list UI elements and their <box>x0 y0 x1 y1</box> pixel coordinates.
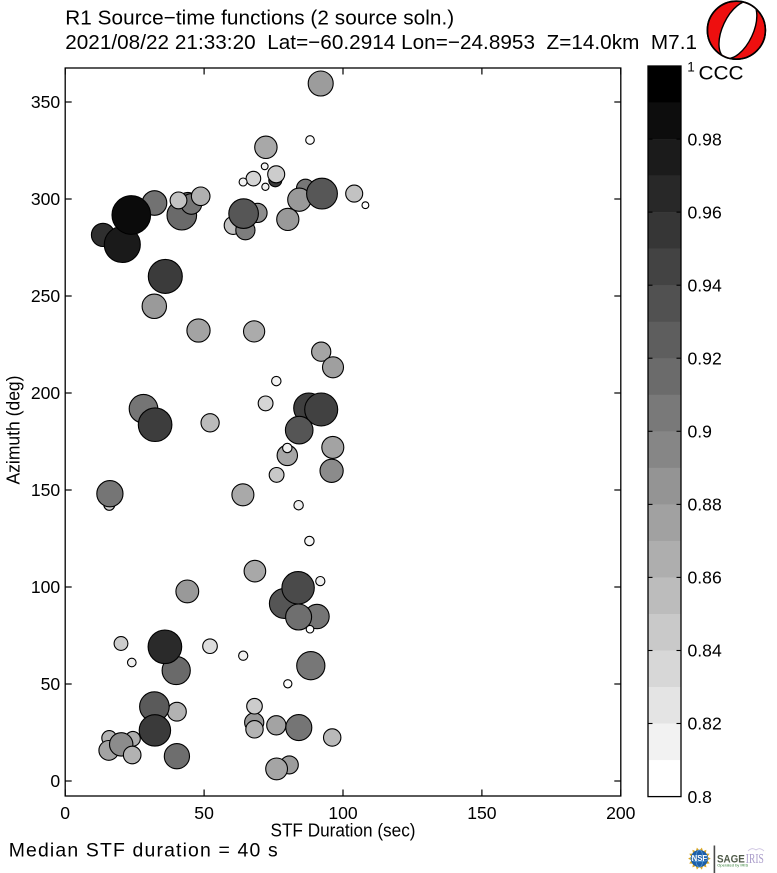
svg-text:0: 0 <box>50 771 60 791</box>
svg-text:200: 200 <box>606 803 636 823</box>
svg-text:100: 100 <box>31 577 61 597</box>
svg-text:350: 350 <box>31 92 61 112</box>
svg-text:150: 150 <box>467 803 497 823</box>
svg-text:IRIS: IRIS <box>746 851 764 866</box>
svg-text:0: 0 <box>60 803 70 823</box>
svg-text:50: 50 <box>194 803 214 823</box>
svg-text:300: 300 <box>31 189 61 209</box>
svg-text:0.8: 0.8 <box>688 787 713 807</box>
svg-text:CCC: CCC <box>699 64 744 85</box>
svg-text:0.94: 0.94 <box>688 275 722 295</box>
svg-text:50: 50 <box>41 674 61 694</box>
svg-text:0.86: 0.86 <box>688 568 722 588</box>
svg-text:200: 200 <box>31 383 61 403</box>
svg-text:Azimuth (deg): Azimuth (deg) <box>4 376 24 485</box>
svg-text:0.98: 0.98 <box>688 129 722 149</box>
svg-text:1: 1 <box>687 60 695 75</box>
svg-text:0.92: 0.92 <box>688 348 722 368</box>
svg-text:STF Duration (sec): STF Duration (sec) <box>271 821 416 841</box>
svg-text:0.88: 0.88 <box>688 495 722 515</box>
svg-text:SAGE: SAGE <box>717 853 745 865</box>
svg-text:0.96: 0.96 <box>688 202 722 222</box>
svg-text:100: 100 <box>328 803 358 823</box>
svg-text:R1 Source−time functions (2 so: R1 Source−time functions (2 source soln.… <box>65 6 454 29</box>
svg-text:0.82: 0.82 <box>688 714 722 734</box>
svg-text:250: 250 <box>31 286 61 306</box>
svg-text:Operated by IRIS: Operated by IRIS <box>717 863 748 868</box>
svg-text:0.9: 0.9 <box>688 422 712 442</box>
svg-text:Median STF duration = 40 s: Median STF duration = 40 s <box>9 839 278 861</box>
svg-text:150: 150 <box>31 480 61 500</box>
svg-text:NSF: NSF <box>692 854 708 863</box>
svg-text:2021/08/22 21:33:20 Lat=−60.2: 2021/08/22 21:33:20 Lat=−60.2914 Lon=−24… <box>65 31 697 54</box>
svg-text:0.84: 0.84 <box>688 641 722 661</box>
